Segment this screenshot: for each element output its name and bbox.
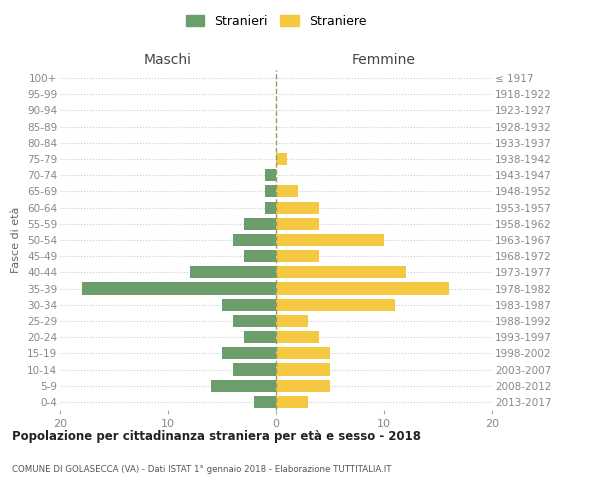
Bar xyxy=(233,364,276,376)
Legend: Stranieri, Straniere: Stranieri, Straniere xyxy=(182,11,370,32)
Bar xyxy=(244,250,276,262)
Bar xyxy=(233,315,276,327)
Text: Popolazione per cittadinanza straniera per età e sesso - 2018: Popolazione per cittadinanza straniera p… xyxy=(12,430,421,443)
Bar xyxy=(244,331,276,343)
Bar xyxy=(276,396,308,408)
Bar xyxy=(276,218,319,230)
Bar xyxy=(265,202,276,213)
Text: COMUNE DI GOLASECCA (VA) - Dati ISTAT 1° gennaio 2018 - Elaborazione TUTTITALIA.: COMUNE DI GOLASECCA (VA) - Dati ISTAT 1°… xyxy=(12,465,392,474)
Bar xyxy=(276,298,395,311)
Text: Maschi: Maschi xyxy=(144,53,192,67)
Bar xyxy=(211,380,276,392)
Text: Femmine: Femmine xyxy=(352,53,416,67)
Bar xyxy=(276,380,330,392)
Bar xyxy=(276,202,319,213)
Bar xyxy=(276,364,330,376)
Bar xyxy=(276,282,449,294)
Bar xyxy=(276,250,319,262)
Bar xyxy=(276,331,319,343)
Bar xyxy=(82,282,276,294)
Bar xyxy=(276,234,384,246)
Y-axis label: Fasce di età: Fasce di età xyxy=(11,207,22,273)
Bar xyxy=(276,153,287,165)
Bar xyxy=(276,186,298,198)
Bar xyxy=(190,266,276,278)
Bar xyxy=(222,298,276,311)
Bar xyxy=(244,218,276,230)
Bar xyxy=(276,315,308,327)
Bar xyxy=(254,396,276,408)
Bar xyxy=(276,266,406,278)
Bar xyxy=(233,234,276,246)
Bar xyxy=(265,186,276,198)
Bar xyxy=(222,348,276,360)
Bar xyxy=(265,169,276,181)
Bar xyxy=(276,348,330,360)
